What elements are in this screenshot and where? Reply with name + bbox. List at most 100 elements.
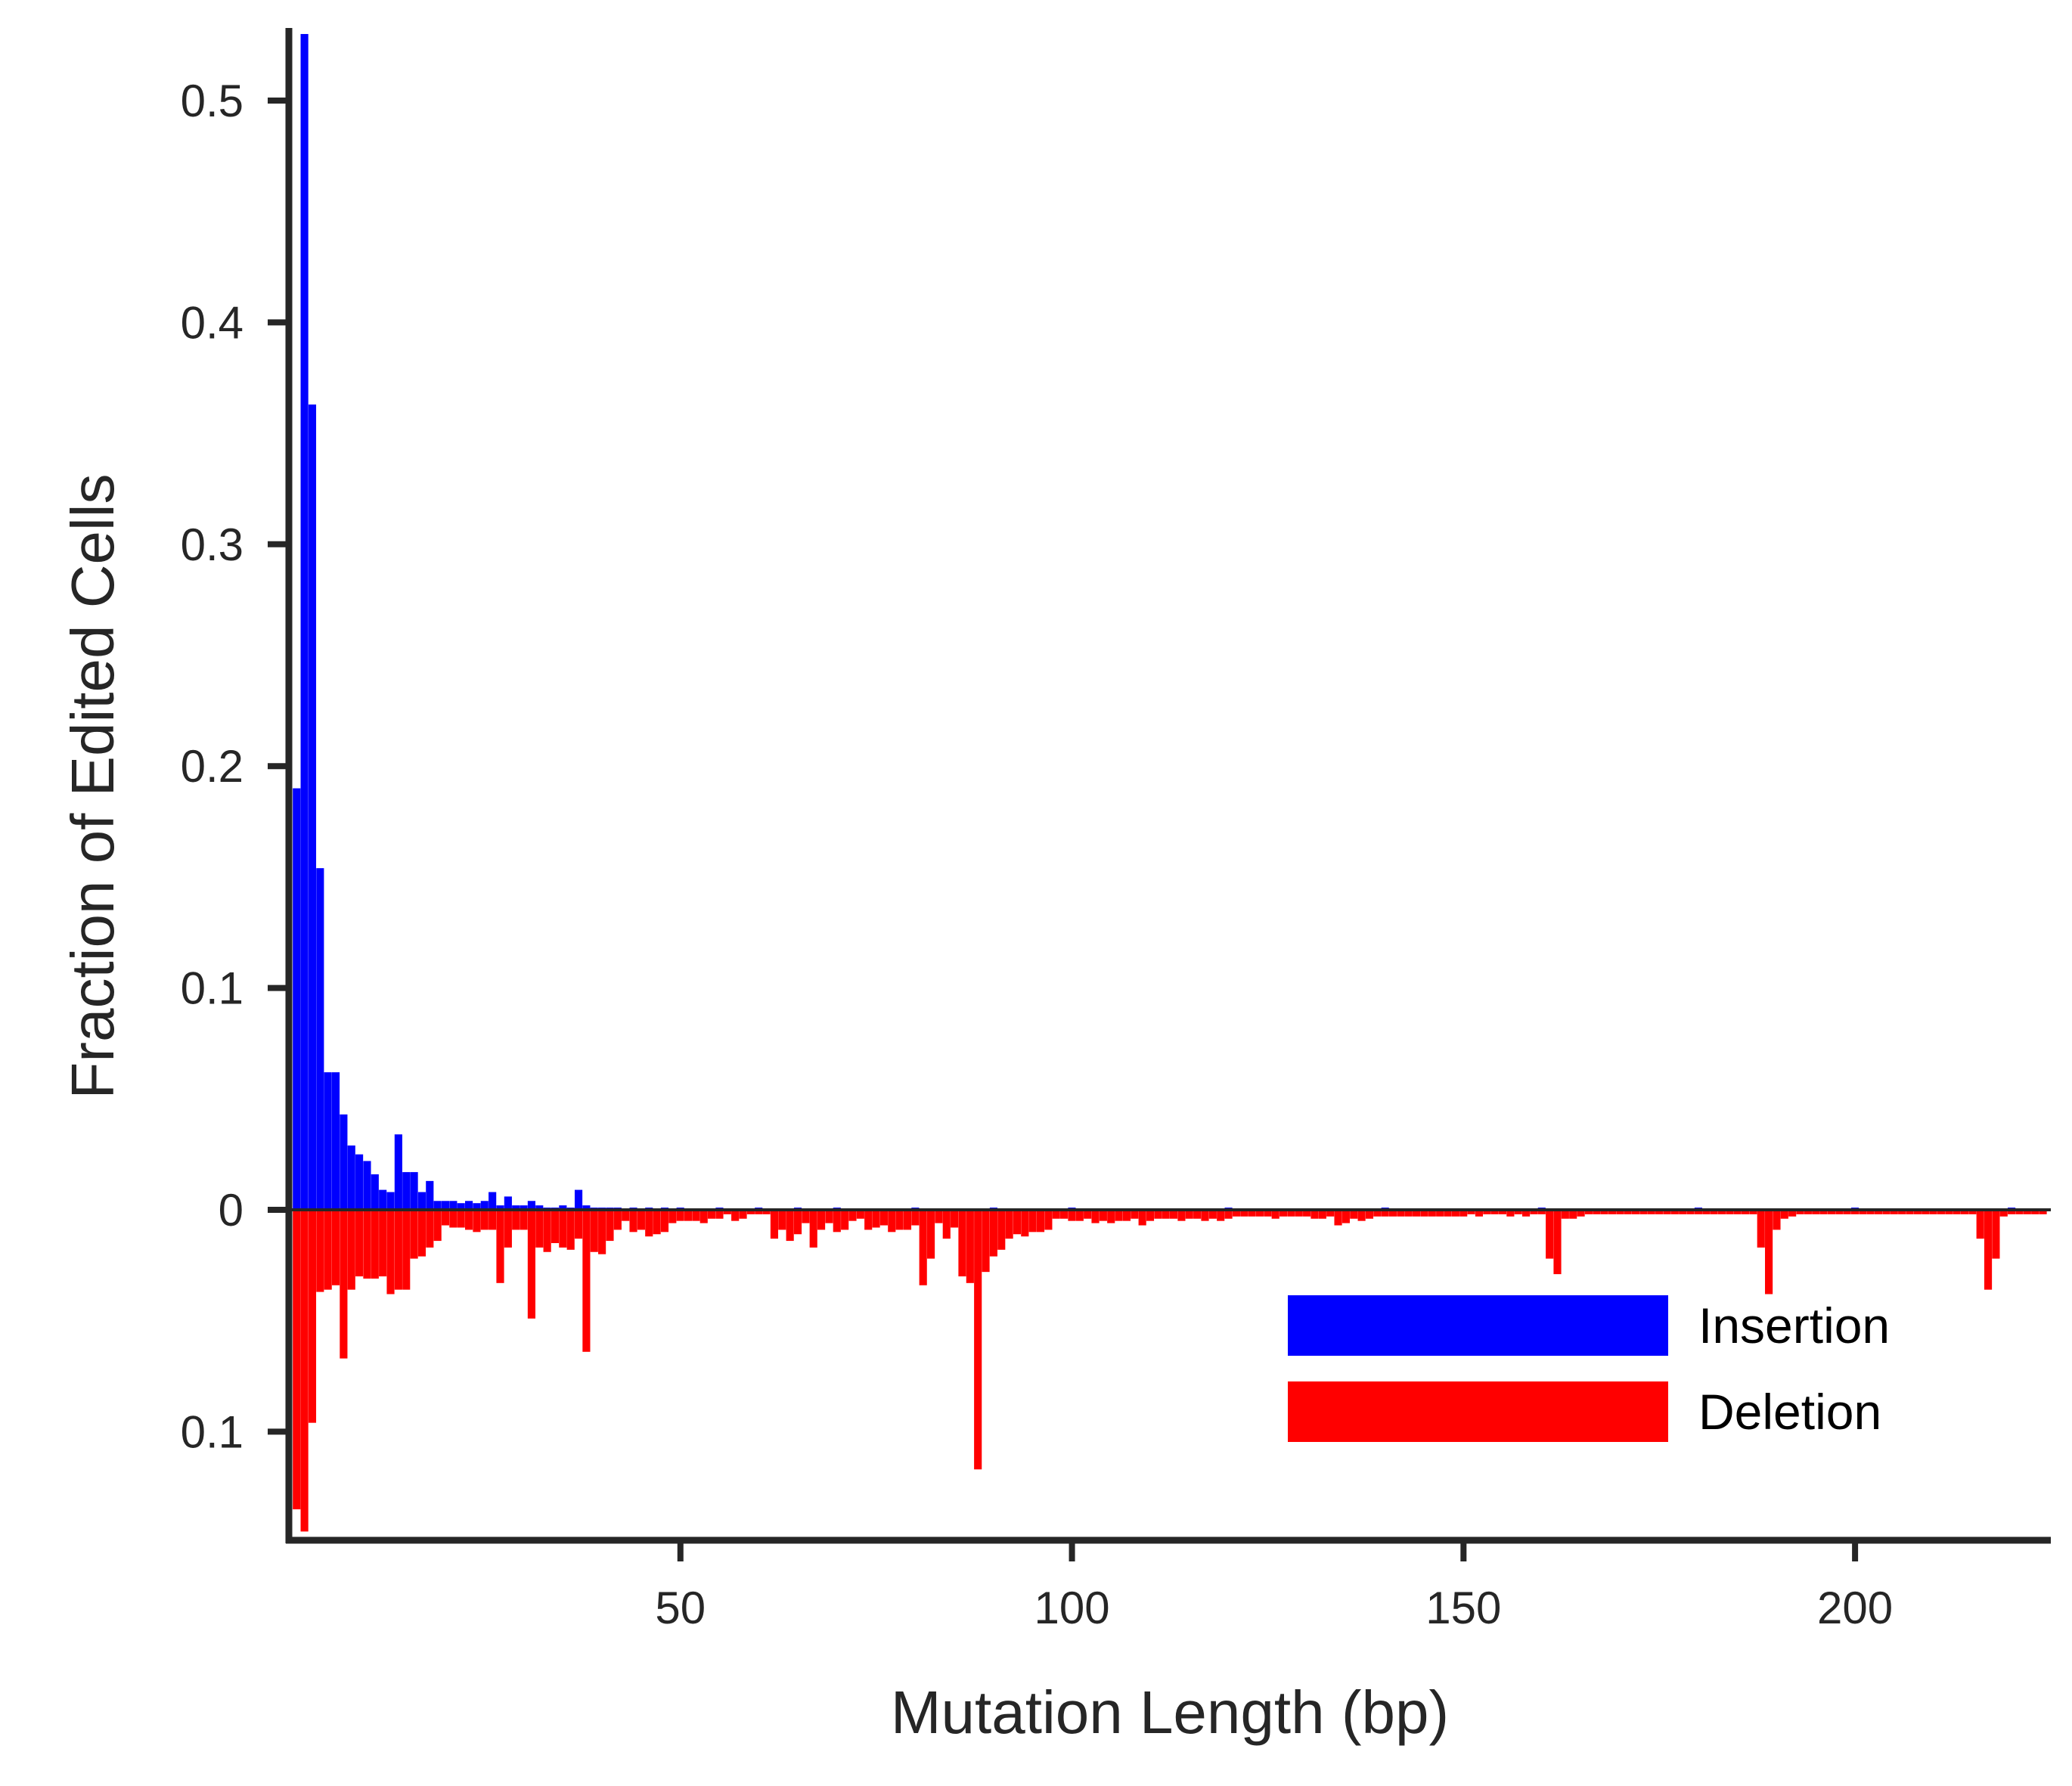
deletion-bar <box>1334 1210 1342 1226</box>
deletion-bar <box>1733 1210 1742 1214</box>
deletion-bar <box>1749 1210 1757 1214</box>
deletion-bar <box>1608 1210 1617 1214</box>
deletion-bar <box>645 1210 653 1237</box>
insertion-bar <box>308 404 317 1211</box>
deletion-bar <box>1154 1210 1162 1219</box>
deletion-bar <box>449 1210 458 1228</box>
deletion-bar <box>1663 1210 1671 1214</box>
deletion-bar <box>1922 1210 1930 1214</box>
deletion-bar <box>1162 1210 1170 1219</box>
deletion-bar <box>1875 1210 1883 1214</box>
deletion-bar <box>1898 1210 1906 1214</box>
deletion-bar <box>951 1210 959 1228</box>
deletion-bar <box>1796 1210 1804 1214</box>
deletion-bar <box>1075 1210 1084 1221</box>
y-axis-ticks: 0.1 0 0.1 0.2 0.3 0.4 0.5 <box>181 76 289 1457</box>
deletion-bar <box>1052 1210 1060 1219</box>
deletion-bar <box>1968 1210 1977 1214</box>
deletion-bar <box>300 1210 309 1532</box>
deletion-bar <box>841 1210 849 1230</box>
deletion-bar <box>1005 1210 1013 1239</box>
deletion-bar <box>1131 1210 1139 1219</box>
deletion-bar <box>755 1210 763 1214</box>
deletion-bar <box>1208 1210 1217 1219</box>
deletion-bar <box>1177 1210 1186 1221</box>
deletion-bar <box>590 1210 598 1252</box>
deletion-bar <box>473 1210 481 1233</box>
deletion-bar <box>1639 1210 1648 1214</box>
insertion-bar <box>355 1154 364 1210</box>
deletion-bar <box>802 1210 810 1223</box>
deletion-bar <box>1028 1210 1037 1233</box>
deletion-bar <box>1467 1210 1475 1214</box>
deletion-bar <box>1303 1210 1311 1217</box>
deletion-bar <box>1670 1210 1679 1214</box>
deletion-bar <box>622 1210 630 1221</box>
deletion-bar <box>833 1210 841 1233</box>
insertion-bar <box>410 1172 418 1210</box>
deletion-bar <box>1021 1210 1029 1237</box>
deletion-bar <box>1890 1210 1898 1214</box>
deletion-bar <box>1624 1210 1632 1214</box>
deletion-bar <box>1428 1210 1436 1217</box>
deletion-bar <box>1091 1210 1100 1223</box>
deletion-bar <box>966 1210 974 1283</box>
insertion-bar <box>347 1145 355 1210</box>
deletion-bar <box>1522 1210 1531 1217</box>
deletion-bar <box>331 1210 340 1285</box>
deletion-bar <box>872 1210 880 1228</box>
deletion-bar <box>1224 1210 1233 1219</box>
deletion-bar <box>1388 1210 1397 1217</box>
deletion-bar <box>598 1210 606 1254</box>
deletion-bar <box>1084 1210 1092 1219</box>
y-tick-label: 0.1 <box>181 1406 243 1457</box>
insertion-bar <box>527 1201 535 1210</box>
deletion-bar <box>1679 1210 1687 1214</box>
y-tick-label: 0 <box>219 1185 243 1236</box>
y-tick-label: 0.2 <box>181 741 243 792</box>
deletion-bar <box>489 1210 497 1230</box>
deletion-bar <box>551 1210 560 1244</box>
deletion-bar <box>1279 1210 1288 1217</box>
deletion-bar <box>817 1210 826 1230</box>
deletion-bar <box>1945 1210 1953 1214</box>
deletion-bar <box>606 1210 614 1242</box>
deletion-bar <box>786 1210 794 1242</box>
deletion-bar <box>1397 1210 1405 1217</box>
deletion-bar <box>1984 1210 1993 1290</box>
deletion-bar <box>1960 1210 1969 1214</box>
deletion-bar <box>1451 1210 1459 1217</box>
insertion-bar <box>574 1189 583 1210</box>
deletion-bar <box>379 1210 387 1277</box>
deletion-bar <box>1365 1210 1374 1219</box>
deletion-bar <box>982 1210 990 1273</box>
deletion-bar <box>465 1210 473 1230</box>
deletion-bar <box>1185 1210 1193 1219</box>
insertion-bar <box>512 1205 520 1210</box>
deletion-bar <box>1295 1210 1303 1217</box>
deletion-bar <box>1647 1210 1655 1214</box>
insertion-bar <box>480 1201 489 1210</box>
deletion-bar <box>1937 1210 1945 1214</box>
deletion-bar <box>1741 1210 1750 1214</box>
insertion-bar <box>489 1192 497 1210</box>
deletion-bar <box>324 1210 332 1290</box>
deletion-bar <box>293 1210 301 1510</box>
deletion-bar <box>543 1210 551 1252</box>
deletion-bar <box>1593 1210 1601 1214</box>
deletion-bar <box>1819 1210 1828 1214</box>
insertion-bar <box>559 1205 567 1210</box>
y-axis-title: Fraction of Edited Cells <box>59 473 126 1099</box>
legend-label-insertion: Insertion <box>1698 1298 1890 1353</box>
deletion-bar <box>1780 1210 1788 1219</box>
deletion-bar <box>746 1210 755 1214</box>
deletion-bar <box>1271 1210 1279 1219</box>
insertion-bar <box>535 1205 544 1210</box>
deletion-bar <box>653 1210 661 1235</box>
deletion-bar <box>2015 1210 2024 1214</box>
deletion-bar <box>1107 1210 1115 1223</box>
deletion-bar <box>1953 1210 1961 1214</box>
deletion-bar <box>676 1210 684 1221</box>
deletion-bar <box>856 1210 864 1219</box>
